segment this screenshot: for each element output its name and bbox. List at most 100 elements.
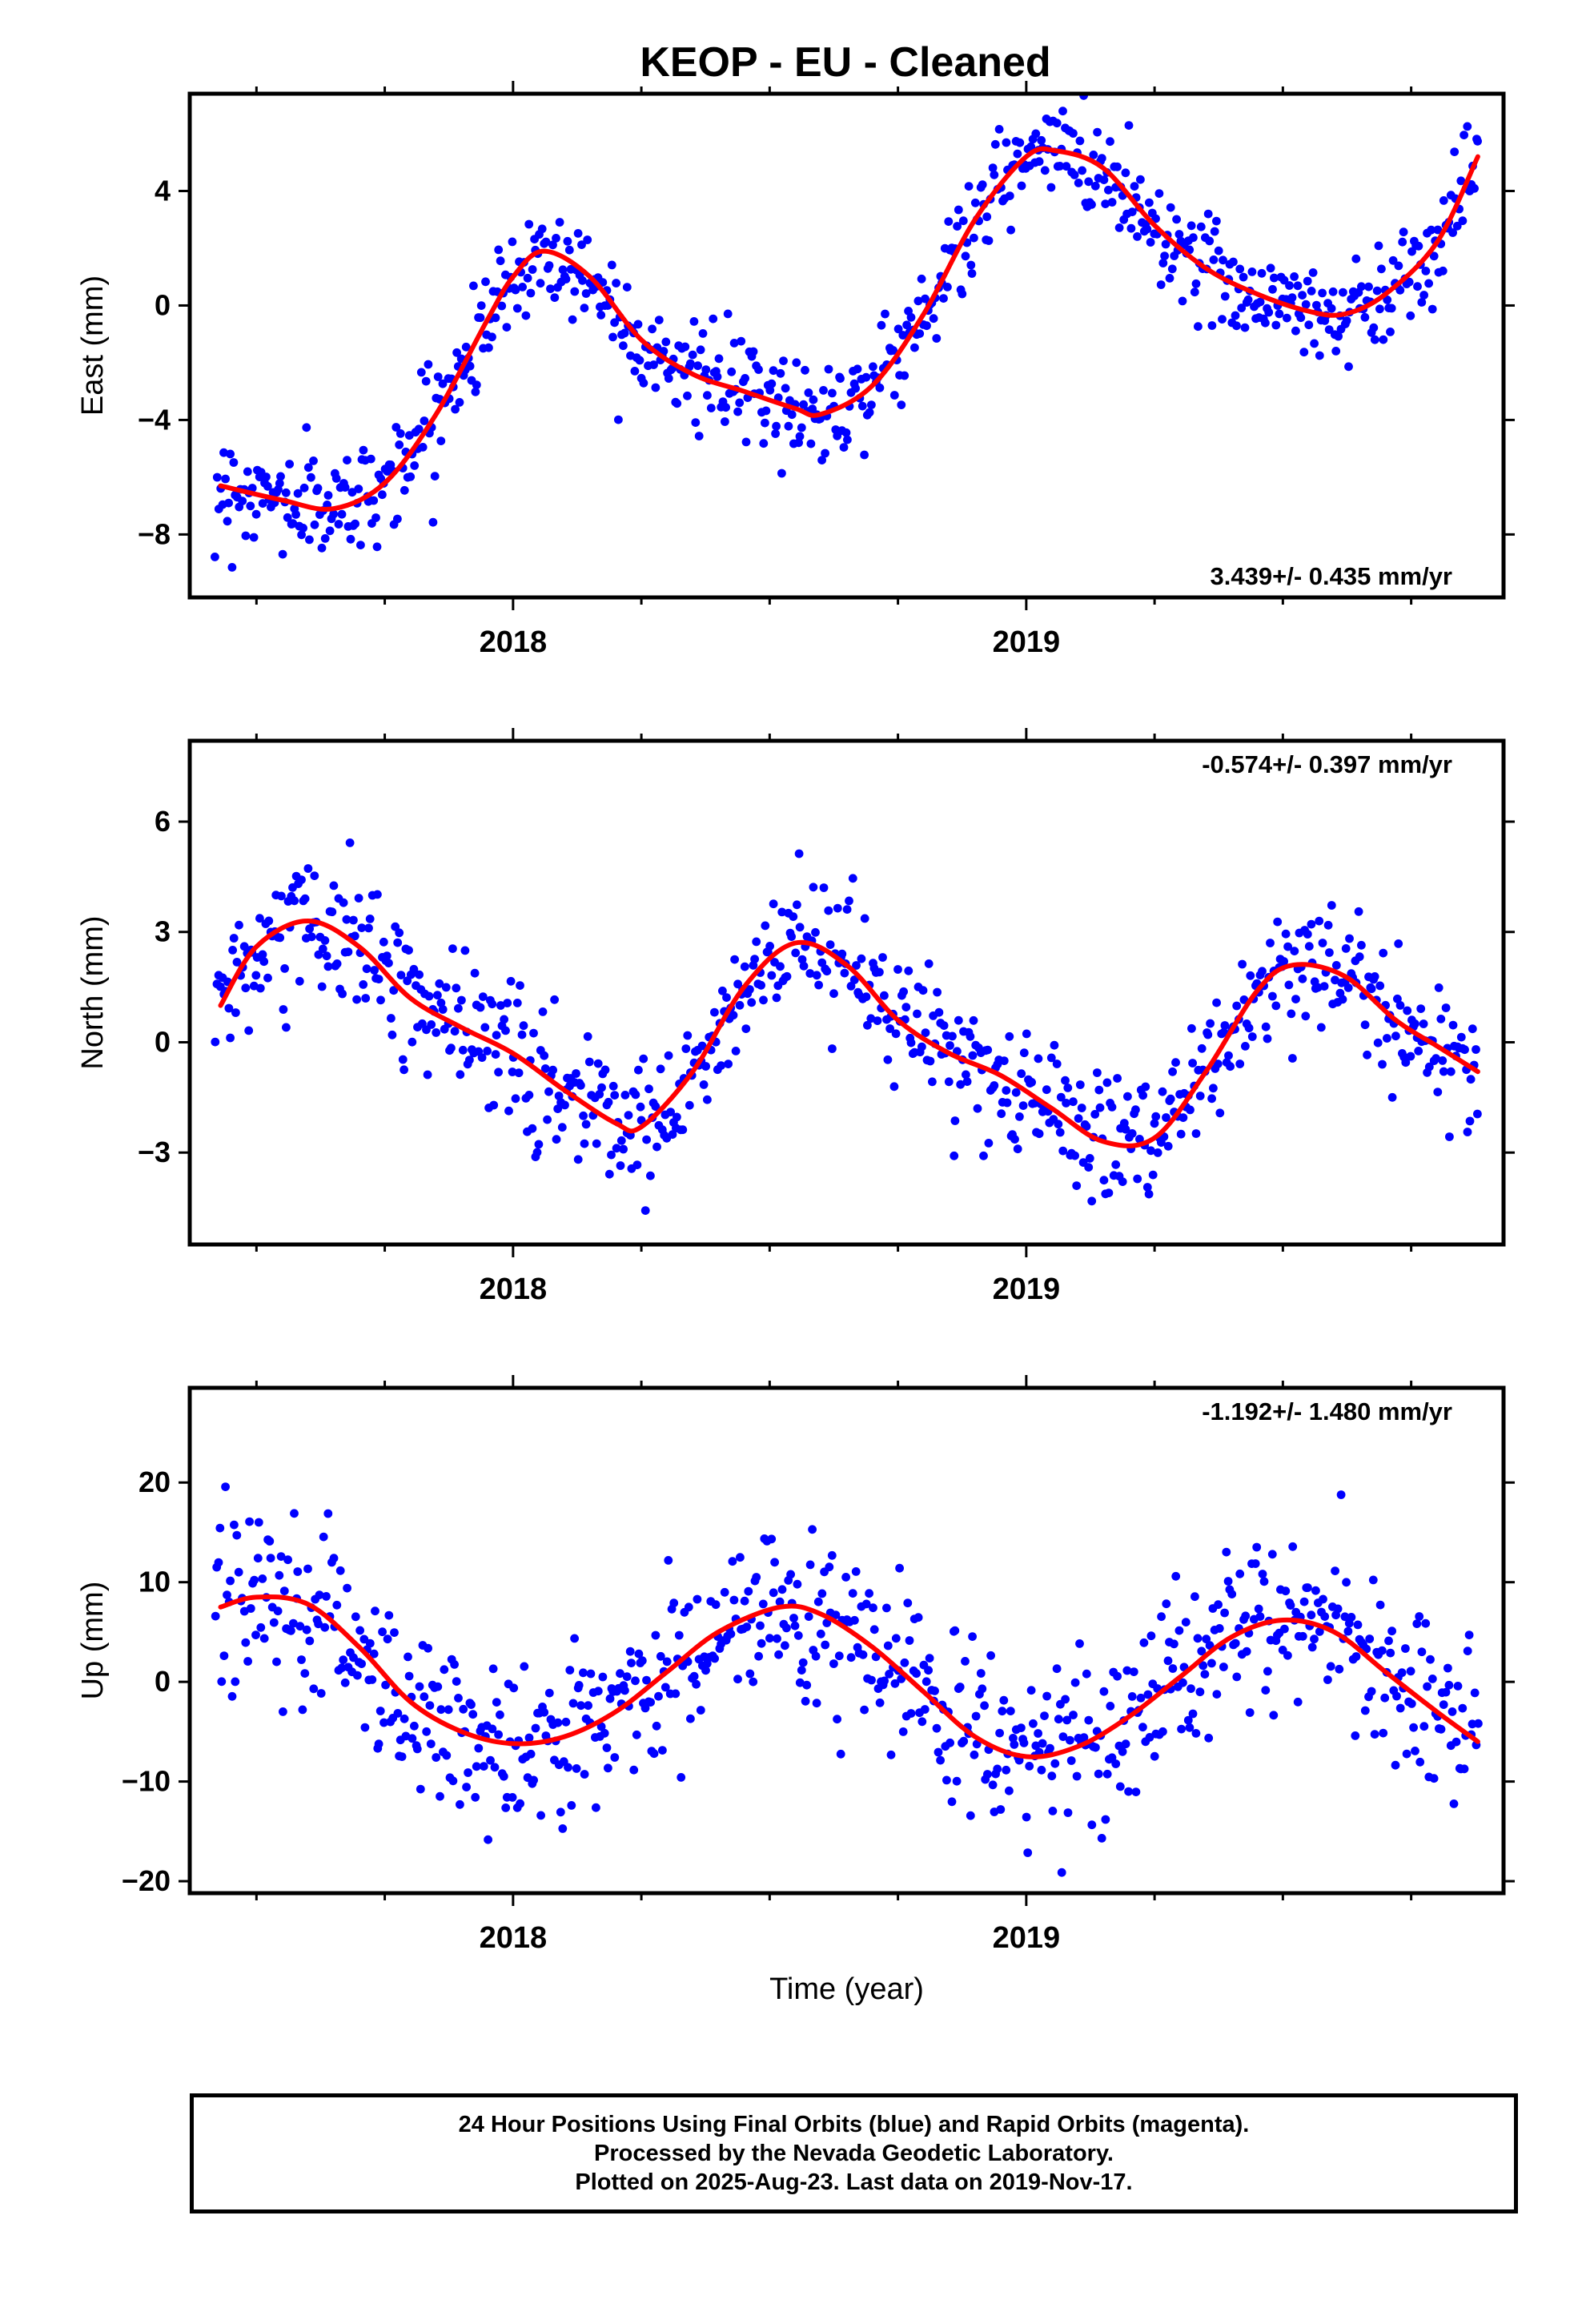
data-point — [1235, 1569, 1245, 1578]
data-point — [1365, 1634, 1375, 1643]
data-point — [276, 1552, 286, 1561]
data-point — [416, 368, 426, 377]
data-point — [878, 953, 887, 962]
data-point — [880, 991, 889, 1000]
data-point — [616, 1136, 626, 1145]
data-point — [408, 1734, 417, 1743]
data-point — [1360, 1020, 1370, 1030]
data-point — [885, 1670, 893, 1679]
data-point — [889, 346, 897, 355]
data-point — [808, 1525, 817, 1534]
data-point — [1331, 961, 1341, 970]
data-point — [998, 1707, 1007, 1716]
data-point — [1288, 1542, 1298, 1551]
data-point — [503, 999, 512, 1007]
data-point — [258, 499, 267, 508]
data-point — [869, 362, 877, 372]
data-point — [1168, 1664, 1178, 1673]
data-point — [1283, 942, 1292, 951]
data-point — [642, 1135, 651, 1144]
data-point — [226, 1033, 235, 1043]
data-point — [1379, 948, 1388, 958]
data-point — [1114, 223, 1124, 232]
data-point — [1427, 304, 1437, 314]
data-point — [1307, 287, 1316, 296]
data-point — [758, 1599, 768, 1609]
data-point — [703, 391, 712, 400]
data-point — [846, 982, 856, 991]
data-point — [1398, 237, 1407, 247]
data-point — [544, 1087, 553, 1096]
data-point — [944, 1077, 954, 1087]
data-point — [622, 283, 632, 292]
data-point — [521, 311, 531, 320]
data-point — [701, 1062, 710, 1071]
data-point — [338, 989, 347, 999]
data-point — [1215, 1624, 1224, 1633]
data-point — [347, 488, 357, 497]
data-point — [765, 1634, 774, 1643]
data-point — [792, 358, 801, 368]
data-point — [1303, 276, 1312, 286]
data-point — [512, 999, 522, 1007]
data-point — [335, 1566, 345, 1575]
data-point — [1163, 1656, 1173, 1666]
data-point — [793, 900, 801, 910]
data-point — [1411, 1747, 1419, 1755]
data-point — [902, 320, 911, 330]
data-point — [440, 1665, 449, 1675]
data-point — [1380, 1693, 1390, 1703]
data-point — [564, 245, 574, 255]
data-point — [1323, 920, 1333, 930]
data-point — [737, 336, 746, 346]
data-point — [400, 485, 409, 495]
y-tick-label: 6 — [155, 805, 171, 838]
data-point — [1436, 1724, 1446, 1734]
data-point — [283, 1555, 292, 1565]
data-point — [717, 1061, 725, 1070]
data-point — [1460, 1045, 1469, 1055]
data-point — [1431, 1054, 1440, 1063]
data-point — [1057, 1868, 1066, 1877]
data-point — [1283, 313, 1291, 323]
data-point — [572, 1069, 580, 1078]
data-point — [508, 237, 517, 247]
points-series — [211, 838, 1482, 1215]
data-point — [323, 962, 333, 971]
data-point — [1163, 1141, 1173, 1151]
data-point — [825, 1562, 834, 1572]
data-point — [841, 1573, 850, 1582]
data-point — [1122, 1666, 1132, 1675]
data-point — [1243, 295, 1253, 304]
data-point — [1393, 994, 1402, 1003]
data-point — [1111, 1160, 1121, 1169]
data-point — [797, 955, 807, 964]
data-point — [920, 1705, 930, 1714]
data-point — [1375, 1600, 1385, 1610]
data-point — [396, 429, 405, 438]
data-point — [293, 489, 303, 498]
data-point — [1468, 1024, 1477, 1034]
data-point — [754, 1651, 763, 1661]
data-point — [544, 1688, 554, 1698]
data-point — [1391, 1760, 1400, 1770]
data-point — [1415, 1757, 1425, 1767]
data-point — [1002, 138, 1011, 147]
data-point — [332, 1600, 342, 1610]
data-point — [710, 1007, 719, 1017]
data-point — [476, 1003, 485, 1012]
data-point — [801, 1696, 810, 1706]
data-point — [369, 1649, 379, 1659]
data-point — [586, 1669, 596, 1679]
data-point — [893, 324, 903, 334]
data-point — [568, 315, 577, 324]
data-point — [1429, 251, 1439, 261]
data-point — [494, 1730, 503, 1739]
data-point — [353, 1671, 362, 1680]
data-point — [465, 361, 475, 371]
data-point — [954, 1015, 963, 1025]
data-point — [1421, 267, 1431, 275]
data-point — [1433, 1088, 1443, 1096]
data-point — [1031, 1741, 1041, 1751]
data-point — [337, 1663, 347, 1673]
